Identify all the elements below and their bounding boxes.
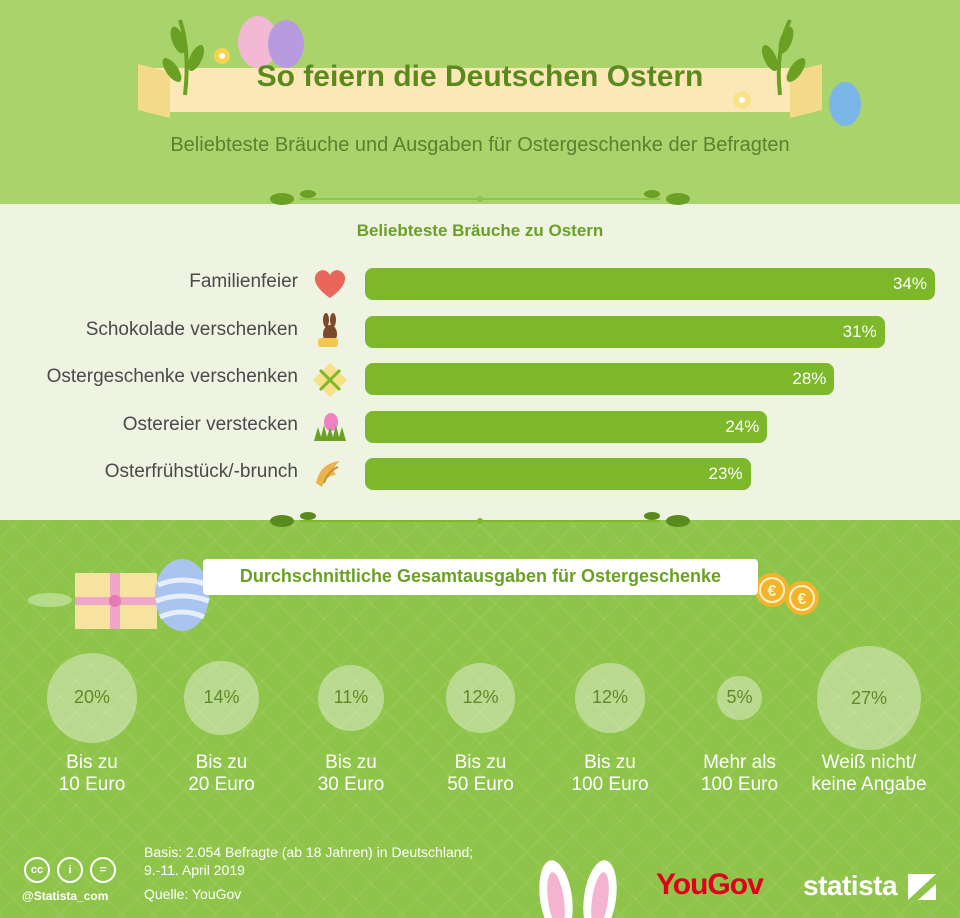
bubble-category-line: 20 Euro — [188, 774, 255, 795]
bar: 31% — [365, 315, 885, 348]
easter-egg-grass-icon — [314, 413, 346, 441]
gift-egg-decoration — [28, 559, 210, 631]
bubble-category-line: 30 Euro — [317, 774, 385, 795]
bubble-category-label: Weiß nicht/keine Angabe — [804, 752, 934, 796]
bar: 28% — [365, 363, 835, 395]
page-subtitle: Beliebteste Bräuche und Ausgaben für Ost… — [170, 134, 790, 156]
bubble-category-line: 10 Euro — [58, 774, 126, 795]
spending-bubble: 11% — [317, 664, 385, 732]
blue-egg-icon — [829, 82, 861, 126]
bunny-ears-icon — [539, 860, 617, 918]
bubble-value-label: 12% — [591, 687, 628, 708]
bubble-value-label: 11% — [333, 687, 369, 708]
chocolate-bunny-icon — [318, 313, 338, 347]
bubble-category-label: Bis zu 30 Euro — [286, 752, 416, 796]
basis-line-2: 9.-11. April 2019 — [144, 862, 245, 878]
source-note: Quelle: YouGov — [144, 886, 242, 902]
vine-divider-top — [270, 190, 690, 205]
spending-bubble: 5% — [717, 675, 762, 721]
bubble-value-label: 5% — [726, 687, 753, 708]
spending-chart-title: Durchschnittliche Gesamtausgaben für Ost… — [239, 566, 722, 586]
bar-value-label: 24% — [725, 416, 760, 436]
bar-label: Schokolade verschenken — [85, 318, 298, 340]
bubble-category-line: keine Angabe — [811, 774, 927, 795]
statista-handle: @Statista_com — [22, 889, 109, 903]
page-title: So feiern die Deutschen Ostern — [256, 60, 704, 93]
basis-line-1: Basis: 2.054 Befragte (ab 18 Jahren) in … — [144, 844, 474, 860]
bubble-value-label: 27% — [850, 687, 888, 708]
spending-bubble: 12% — [575, 663, 645, 733]
vine-divider-bottom — [270, 512, 690, 527]
title-ribbon-decoration — [138, 16, 861, 126]
spending-title-banner — [203, 559, 758, 595]
spending-bubble: 20% — [47, 653, 137, 743]
purple-egg-icon — [268, 20, 304, 68]
bar-value-label: 31% — [842, 321, 877, 341]
bubble-category-line: 50 Euro — [447, 774, 514, 795]
bubble-category-line: Bis zu — [195, 752, 248, 773]
bubble-category-label: Bis zu 100 Euro — [545, 752, 675, 796]
bar: 23% — [365, 458, 751, 490]
bubble-category-line: Weiß nicht/ — [821, 752, 917, 773]
bar: 34% — [365, 268, 935, 300]
bar-label: Ostergeschenke verschenken — [46, 366, 298, 387]
bubble-category-line: Bis zu — [325, 752, 377, 773]
cc-nd-icon: = — [90, 857, 116, 883]
bubble-category-line: Bis zu — [454, 752, 507, 773]
bubble-category-label: Bis zu 10 Euro — [27, 752, 157, 796]
bar-label: Ostereier verstecken — [122, 413, 298, 435]
bubble-category-line: Bis zu — [66, 752, 118, 773]
bubble-category-line: Mehr als — [703, 752, 776, 773]
svg-text:€: € — [768, 583, 777, 600]
bar-value-label: 28% — [792, 369, 827, 388]
bubble-category-line: 100 Euro — [571, 774, 649, 795]
heart-icon — [314, 270, 346, 298]
croissant-icon — [316, 461, 340, 487]
svg-text:€: € — [798, 591, 807, 608]
bubble-category-line: Bis zu — [584, 752, 636, 773]
bubble-category-line: 100 Euro — [700, 774, 779, 795]
customs-chart-title: Beliebteste Bräuche zu Ostern — [356, 221, 604, 240]
bar: 24% — [365, 410, 768, 443]
bubble-category-label: Bis zu 20 Euro — [157, 752, 287, 796]
bubble-category-label: Mehr als 100 Euro — [675, 752, 805, 796]
gift-icon — [313, 363, 347, 397]
bar-value-label: 34% — [892, 274, 927, 293]
spending-bubble: 14% — [184, 660, 259, 736]
cc-by-icon: i — [57, 857, 83, 883]
spending-bubble: 12% — [445, 663, 516, 733]
cc-license-icon: cc — [24, 857, 50, 883]
bar-label: Familienfeier — [189, 271, 298, 292]
bar-value-label: 23% — [708, 464, 743, 483]
bubble-value-label: 12% — [462, 687, 499, 708]
statista-logo-icon — [908, 874, 936, 900]
yougov-logo: YouGov — [656, 868, 764, 901]
spending-bubble: 27% — [817, 646, 921, 750]
pink-egg-icon — [238, 16, 278, 68]
bubble-category-label: Bis zu 50 Euro — [416, 752, 546, 796]
basis-note: Basis: 2.054 Befragte (ab 18 Jahren) in … — [144, 843, 473, 879]
coins-icon: € € — [755, 573, 819, 615]
bubble-value-label: 14% — [203, 687, 240, 708]
bar-label: Osterfrühstück/-brunch — [104, 461, 298, 482]
statista-logo: statista — [803, 870, 898, 901]
bubble-value-label: 20% — [73, 687, 110, 708]
